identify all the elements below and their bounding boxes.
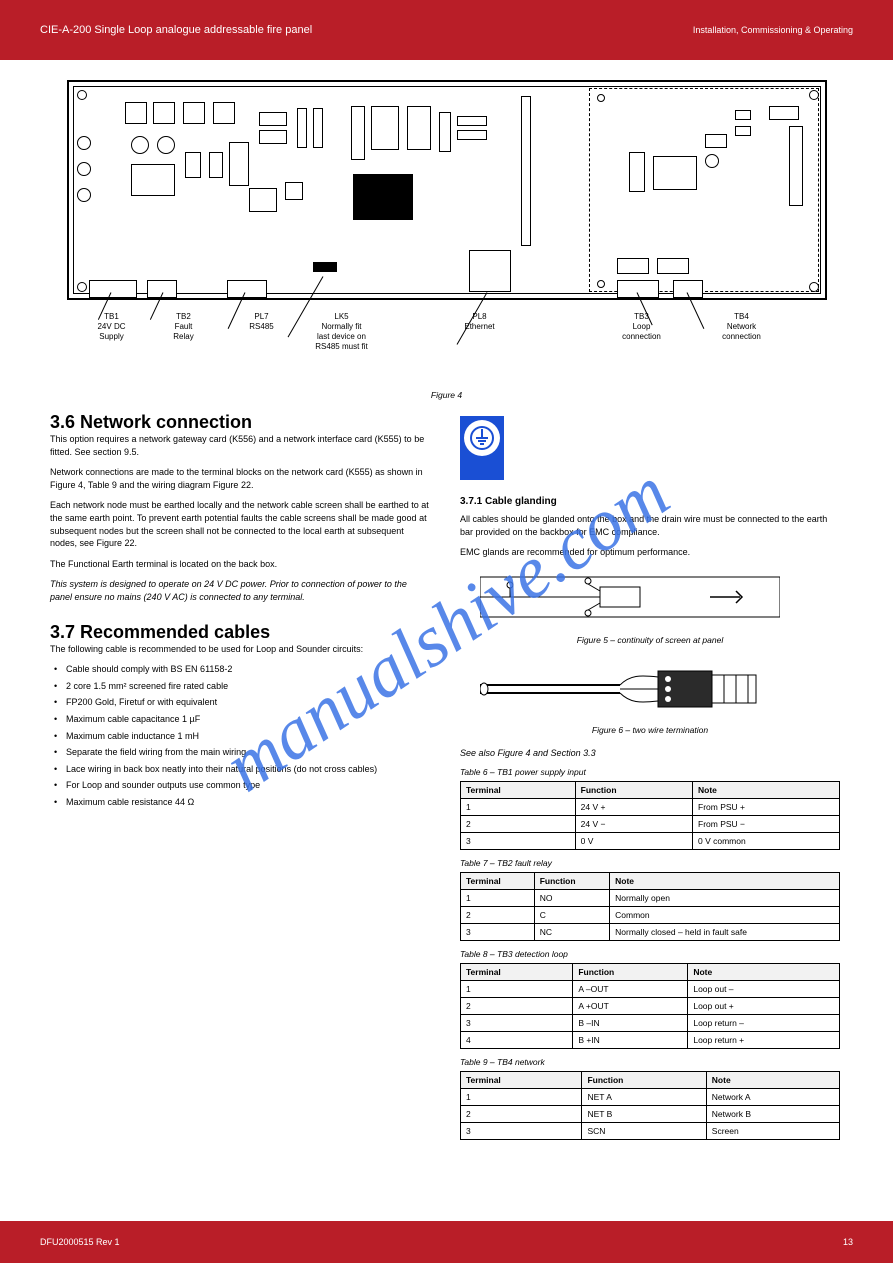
heading-cables: 3.7 Recommended cables	[50, 622, 430, 643]
fig6-label: Figure 6 – two wire termination	[460, 725, 840, 735]
callout-pl8: PL8 Ethernet	[425, 312, 535, 332]
footer-banner: DFU2000515 Rev 1 13	[0, 1221, 893, 1263]
table-row: 1NONormally open	[461, 890, 840, 907]
table-header: Function	[582, 1072, 706, 1089]
net-p4: The Functional Earth terminal is located…	[50, 558, 430, 571]
footer-page: 13	[843, 1237, 853, 1247]
data-table: TerminalFunctionNote1NONormally open2CCo…	[460, 872, 840, 941]
callout-tb3: TB3 Loop connection	[587, 312, 697, 342]
cables-intro: The following cable is recommended to be…	[50, 643, 430, 656]
data-table: TerminalFunctionNote1A –OUTLoop out –2A …	[460, 963, 840, 1049]
table-header: Terminal	[461, 873, 535, 890]
callouts: TB1 24V DC Supply TB2 Fault Relay PL7 RS…	[67, 306, 827, 386]
table-header: Note	[610, 873, 840, 890]
heading-glanding: 3.7.1 Cable glanding	[460, 496, 840, 507]
net-note: This system is designed to operate on 24…	[50, 578, 430, 603]
table-row: 1NET ANetwork A	[461, 1089, 840, 1106]
figure4-label: Figure 4	[50, 390, 843, 400]
doc-title: CIE-A-200 Single Loop analogue addressab…	[40, 24, 693, 36]
table-header: Note	[693, 782, 840, 799]
data-table: TerminalFunctionNote1NET ANetwork A2NET …	[460, 1071, 840, 1140]
table-header: Terminal	[461, 964, 573, 981]
table-row: 3NCNormally closed – held in fault safe	[461, 924, 840, 941]
table-row: 1A –OUTLoop out –	[461, 981, 840, 998]
table-header: Function	[573, 964, 688, 981]
list-item: For Loop and sounder outputs use common …	[50, 779, 430, 792]
table-row: 2CCommon	[461, 907, 840, 924]
right-column: 3.7.1 Cable glanding All cables should b…	[460, 412, 840, 1140]
figure6	[480, 657, 780, 721]
table-row: 124 V +From PSU +	[461, 799, 840, 816]
net-p1: This option requires a network gateway c…	[50, 433, 430, 458]
table-header: Function	[575, 782, 692, 799]
table-row: 3B –INLoop return –	[461, 1015, 840, 1032]
table-row: 3SCNScreen	[461, 1123, 840, 1140]
table-header: Note	[688, 964, 840, 981]
tables-area: Table 6 – TB1 power supply input Terminal…	[460, 767, 840, 1140]
table-caption: Table 7 – TB2 fault relay	[460, 858, 840, 868]
table-caption: Table 8 – TB3 detection loop	[460, 949, 840, 959]
heading-network: 3.6 Network connection	[50, 412, 430, 433]
cables-list: Cable should comply with BS EN 61158-2 2 …	[50, 663, 430, 808]
footer-doc: DFU2000515 Rev 1	[40, 1237, 120, 1247]
net-p2: Network connections are made to the term…	[50, 466, 430, 491]
glanding-p1: All cables should be glanded onto the bo…	[460, 513, 840, 538]
table-header: Terminal	[461, 1072, 582, 1089]
list-item: Maximum cable inductance 1 mH	[50, 730, 430, 743]
left-column: 3.6 Network connection This option requi…	[50, 412, 430, 1140]
pcb-figure	[67, 80, 827, 300]
table-row: 30 V0 V common	[461, 833, 840, 850]
list-item: Maximum cable capacitance 1 µF	[50, 713, 430, 726]
figure5	[480, 567, 780, 631]
table-caption: Table 9 – TB4 network	[460, 1057, 840, 1067]
table-header: Terminal	[461, 782, 576, 799]
table-row: 224 V −From PSU −	[461, 816, 840, 833]
doc-subtitle: Installation, Commissioning & Operating	[693, 25, 853, 35]
list-item: Separate the field wiring from the main …	[50, 746, 430, 759]
list-item: FP200 Gold, Firetuf or with equivalent	[50, 696, 430, 709]
table-row: 2NET BNetwork B	[461, 1106, 840, 1123]
table-row: 2A +OUTLoop out +	[461, 998, 840, 1015]
list-item: Cable should comply with BS EN 61158-2	[50, 663, 430, 676]
table-header: Note	[706, 1072, 839, 1089]
glanding-p2: EMC glands are recommended for optimum p…	[460, 546, 840, 559]
page-content: TB1 24V DC Supply TB2 Fault Relay PL7 RS…	[0, 60, 893, 1200]
net-p3: Each network node must be earthed locall…	[50, 499, 430, 549]
table-caption: Table 6 – TB1 power supply input	[460, 767, 840, 777]
data-table: TerminalFunctionNote124 V +From PSU +224…	[460, 781, 840, 850]
table-header: Function	[534, 873, 609, 890]
fig5-label: Figure 5 – continuity of screen at panel	[460, 635, 840, 645]
table-row: 4B +INLoop return +	[461, 1032, 840, 1049]
list-item: 2 core 1.5 mm² screened fire rated cable	[50, 680, 430, 693]
header-banner: CIE-A-200 Single Loop analogue addressab…	[0, 0, 893, 60]
earth-symbol-icon	[460, 416, 504, 480]
glanding-note: See also Figure 4 and Section 3.3	[460, 747, 840, 760]
callout-tb4: TB4 Network connection	[687, 312, 797, 342]
list-item: Maximum cable resistance 44 Ω	[50, 796, 430, 809]
list-item: Lace wiring in back box neatly into thei…	[50, 763, 430, 776]
callout-lk5: LK5 Normally fit last device on RS485 mu…	[277, 312, 407, 352]
